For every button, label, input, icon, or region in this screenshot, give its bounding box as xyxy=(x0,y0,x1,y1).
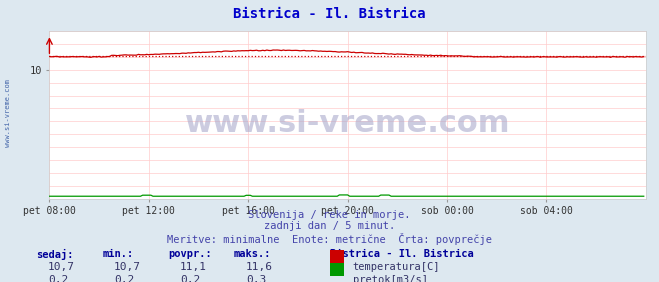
Text: sedaj:: sedaj: xyxy=(36,249,74,260)
Text: povpr.:: povpr.: xyxy=(168,249,212,259)
Text: pretok[m3/s]: pretok[m3/s] xyxy=(353,275,428,282)
Text: 10,7: 10,7 xyxy=(48,262,75,272)
Text: www.si-vreme.com: www.si-vreme.com xyxy=(5,79,11,147)
Text: Slovenija / reke in morje.: Slovenija / reke in morje. xyxy=(248,210,411,220)
Text: 0,2: 0,2 xyxy=(114,275,134,282)
Text: zadnji dan / 5 minut.: zadnji dan / 5 minut. xyxy=(264,221,395,231)
Text: 0,2: 0,2 xyxy=(48,275,69,282)
Text: 11,6: 11,6 xyxy=(246,262,273,272)
Text: 0,3: 0,3 xyxy=(246,275,266,282)
Text: min.:: min.: xyxy=(102,249,133,259)
Text: maks.:: maks.: xyxy=(234,249,272,259)
Text: 0,2: 0,2 xyxy=(180,275,200,282)
Text: 11,1: 11,1 xyxy=(180,262,207,272)
Text: www.si-vreme.com: www.si-vreme.com xyxy=(185,109,510,138)
Text: Bistrica - Il. Bistrica: Bistrica - Il. Bistrica xyxy=(330,249,473,259)
Text: Bistrica - Il. Bistrica: Bistrica - Il. Bistrica xyxy=(233,7,426,21)
Text: 10,7: 10,7 xyxy=(114,262,141,272)
Text: temperatura[C]: temperatura[C] xyxy=(353,262,440,272)
Text: Meritve: minimalne  Enote: metrične  Črta: povprečje: Meritve: minimalne Enote: metrične Črta:… xyxy=(167,233,492,245)
